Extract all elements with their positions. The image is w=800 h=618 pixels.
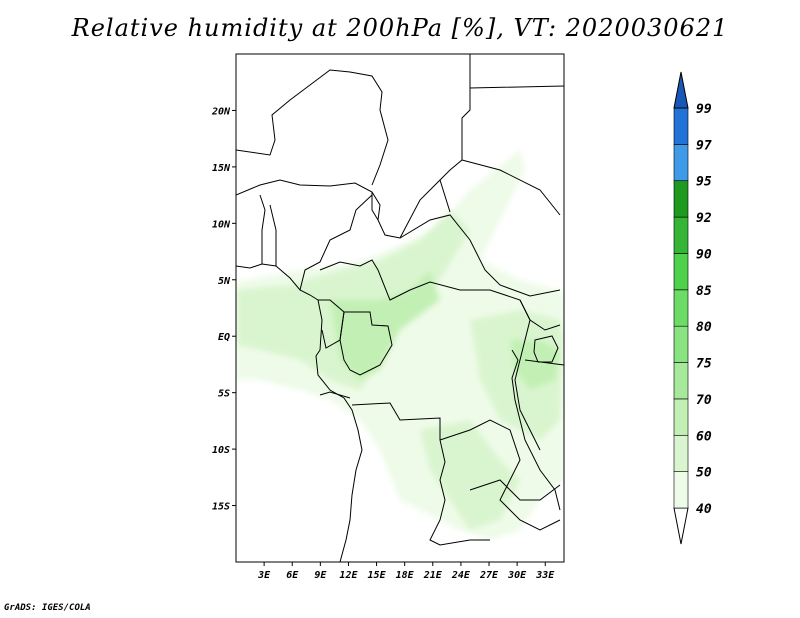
boundary-north (236, 69, 389, 186)
colorbar-segment (673, 180, 689, 218)
colorbar-segment (673, 362, 689, 400)
lat-tick-label: 5N (218, 276, 231, 287)
lon-tick-label: 33E (535, 570, 555, 581)
lon-tick-label: 6E (286, 570, 299, 581)
colorbar-label: 90 (696, 247, 712, 262)
lon-tick-label: 30E (507, 570, 527, 581)
lat-tick-label: 20N (211, 106, 231, 117)
humidity-shading (236, 150, 564, 540)
boundary-uganda (519, 299, 564, 366)
boundary-car-drc (319, 259, 541, 451)
boundary-cameroon (299, 192, 379, 291)
lon-tick-label: 12E (339, 570, 358, 581)
colorbar-label: 75 (696, 357, 712, 372)
colorbar-label: 92 (696, 211, 712, 226)
colorbar-label: 95 (696, 175, 712, 190)
colorbar-label: 40 (696, 502, 712, 517)
lake-victoria (533, 335, 559, 363)
colorbar-segment (673, 398, 689, 436)
lon-tick-label: 18E (396, 570, 415, 581)
boundary-drc-south (439, 419, 561, 531)
colorbar-segment (673, 107, 689, 145)
lat-tick-label: 15N (212, 163, 231, 174)
lon-tick-label: 21E (423, 570, 443, 581)
map-frame (235, 53, 565, 563)
colorbar-segment (673, 216, 689, 254)
boundary-sahel (236, 179, 561, 297)
boundary-sudan (461, 85, 564, 216)
lon-tick-label: 15E (368, 570, 387, 581)
colorbar: 40 50 60 70 75 80 85 90 92 95 97 99 (673, 71, 712, 545)
colorbar-below-triangle (673, 507, 689, 545)
lat-tick-label: EQ (218, 332, 230, 343)
boundary-angola (351, 402, 490, 546)
colorbar-label: 99 (696, 102, 712, 117)
colorbar-segment (673, 434, 689, 472)
humidity-area-50-south (420, 420, 520, 530)
humidity-area-60-east (510, 340, 560, 390)
boundary-congo (339, 311, 393, 376)
longitude-axis: 3E 6E 9E 12E 15E 18E 21E 24E 27E 30E 33E (257, 562, 555, 581)
lat-tick-label: 10N (212, 219, 231, 230)
colorbar-above-triangle (673, 71, 689, 109)
boundary-east-lakes (511, 349, 561, 511)
coastline-west (236, 263, 363, 562)
colorbar-label: 50 (696, 466, 712, 481)
map-title: Relative humidity at 200hPa [%], VT: 202… (71, 14, 729, 42)
lat-tick-label: 15S (212, 502, 230, 513)
humidity-area-60 (330, 270, 440, 380)
boundary-libya-egypt (439, 54, 471, 213)
colorbar-segment (673, 289, 689, 327)
lat-tick-label: 10S (212, 445, 230, 456)
boundary-chad-sudan (399, 179, 441, 239)
colorbar-label: 97 (696, 138, 712, 153)
country-boundaries (236, 54, 564, 562)
colorbar-segment (673, 325, 689, 363)
boundary-zambia (469, 479, 561, 501)
boundary-nigeria (259, 194, 277, 266)
colorbar-segment (673, 471, 689, 509)
lon-tick-label: 24E (451, 570, 471, 581)
colorbar-label: 85 (696, 284, 712, 299)
lon-tick-label: 9E (314, 570, 327, 581)
boundary-gabon (318, 299, 345, 349)
latitude-axis: 20N 15N 10N 5N EQ 5S 10S 15S (211, 106, 236, 513)
colorbar-label: 70 (696, 393, 712, 408)
lat-tick-label: 5S (218, 389, 230, 400)
grads-credit: GrADS: IGES/COLA (4, 603, 91, 613)
lon-tick-label: 3E (257, 570, 271, 581)
river-congo-coast (319, 391, 351, 399)
colorbar-segment (673, 144, 689, 182)
colorbar-label: 80 (696, 320, 712, 335)
lon-tick-label: 27E (479, 570, 499, 581)
colorbar-label: 60 (696, 429, 712, 444)
colorbar-segment (673, 253, 689, 291)
